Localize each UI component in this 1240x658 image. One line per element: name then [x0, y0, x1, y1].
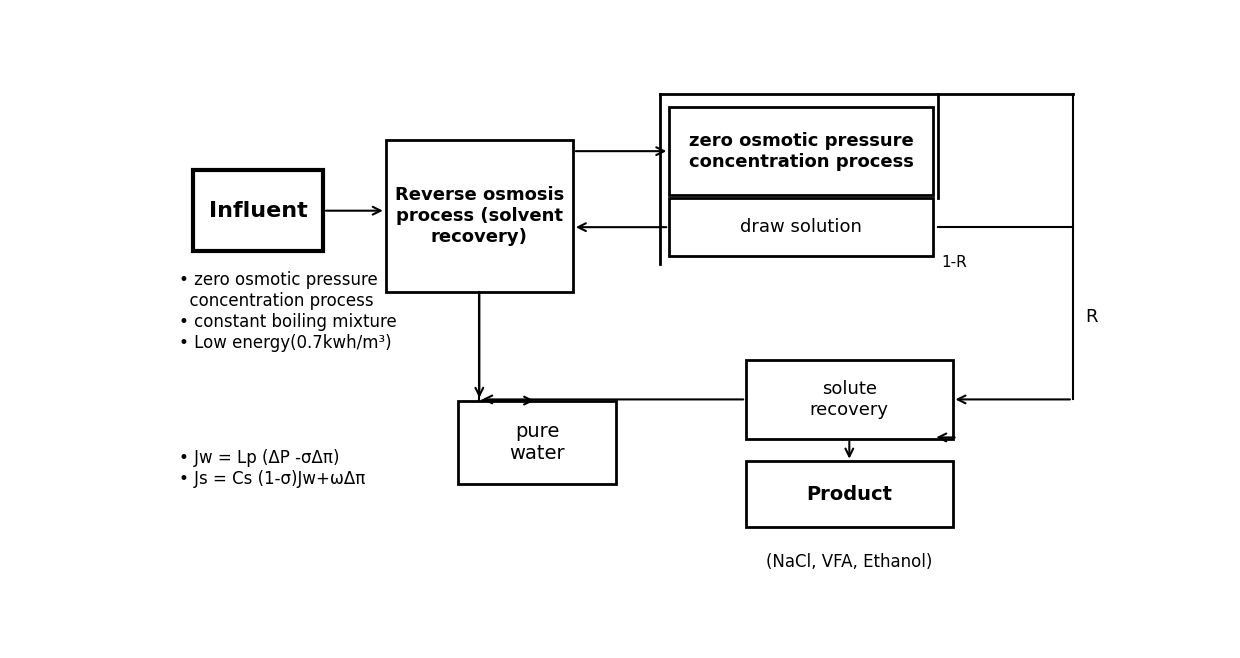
Bar	[386, 139, 573, 291]
Bar	[746, 360, 952, 439]
Text: Reverse osmosis
process (solvent
recovery): Reverse osmosis process (solvent recover…	[394, 186, 564, 245]
Text: solute
recovery: solute recovery	[810, 380, 889, 419]
Text: R: R	[1085, 308, 1097, 326]
Text: pure
water: pure water	[510, 422, 564, 463]
Bar	[458, 401, 616, 484]
Text: Product: Product	[806, 485, 893, 504]
Text: (NaCl, VFA, Ethanol): (NaCl, VFA, Ethanol)	[765, 553, 932, 570]
Text: • Jw = Lp (ΔP -σΔπ)
• Js = Cs (1-σ)Jw+ωΔπ: • Jw = Lp (ΔP -σΔπ) • Js = Cs (1-σ)Jw+ωΔ…	[179, 449, 366, 488]
Bar	[193, 170, 324, 251]
Bar	[670, 198, 934, 256]
Text: zero osmotic pressure
concentration process: zero osmotic pressure concentration proc…	[689, 132, 914, 170]
Bar	[670, 107, 934, 195]
Text: Influent: Influent	[208, 201, 308, 220]
Text: draw solution: draw solution	[740, 218, 862, 236]
Text: 1-R: 1-R	[941, 255, 967, 270]
Bar	[746, 461, 952, 527]
Text: • zero osmotic pressure
  concentration process
• constant boiling mixture
• Low: • zero osmotic pressure concentration pr…	[179, 272, 397, 352]
